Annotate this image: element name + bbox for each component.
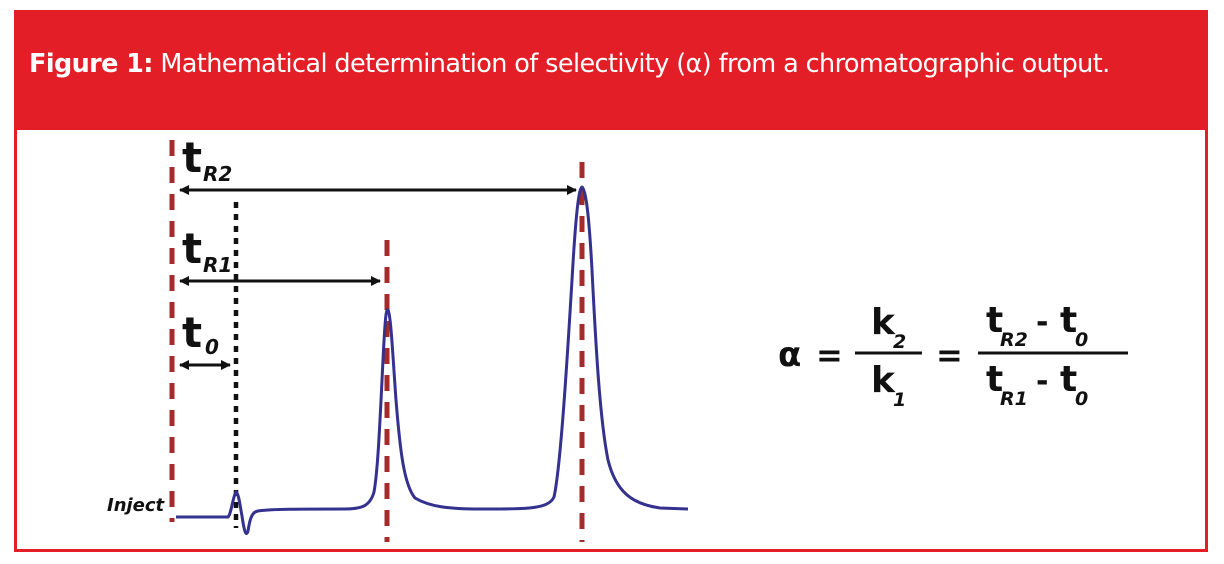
den-t0-t: t xyxy=(1060,359,1077,400)
k1-k: k xyxy=(871,360,896,401)
selectivity-equation: α = k 2 k 1 = t R2 - t 0 t R1 - t 0 xyxy=(778,300,1128,411)
inject-label: Inject xyxy=(107,495,166,516)
equals-sign-2: = xyxy=(936,336,963,374)
den-minus: - xyxy=(1036,364,1048,399)
figure-frame: Figure 1: Mathematical determination of … xyxy=(14,10,1208,552)
k1-sub: 1 xyxy=(893,389,906,411)
figure-caption-bar: Figure 1: Mathematical determination of … xyxy=(17,13,1205,130)
den-t0-sub: 0 xyxy=(1075,388,1088,410)
t0-label-sub: 0 xyxy=(205,335,219,359)
chromatogram-trace xyxy=(176,185,689,536)
tr2-label-t: t xyxy=(182,133,202,182)
alpha-symbol: α xyxy=(778,335,801,375)
num-tr2-sub: R2 xyxy=(1000,329,1028,351)
figure-caption-text: Mathematical determination of selectivit… xyxy=(160,49,1110,79)
num-t0-t: t xyxy=(1060,300,1077,341)
tr1-label-sub: R1 xyxy=(203,253,232,277)
den-tr1-sub: R1 xyxy=(1000,388,1028,410)
k2-sub: 2 xyxy=(893,331,906,353)
num-tr2-t: t xyxy=(986,300,1003,341)
den-tr1-t: t xyxy=(986,359,1003,400)
tr1-label-t: t xyxy=(182,224,202,273)
k2-k: k xyxy=(871,302,896,343)
figure-label: Figure 1: xyxy=(29,49,153,79)
t0-label-t: t xyxy=(182,308,202,357)
tr2-label-sub: R2 xyxy=(203,162,232,186)
num-t0-sub: 0 xyxy=(1075,329,1088,351)
equals-sign-1: = xyxy=(816,336,843,374)
num-minus: - xyxy=(1036,305,1048,340)
